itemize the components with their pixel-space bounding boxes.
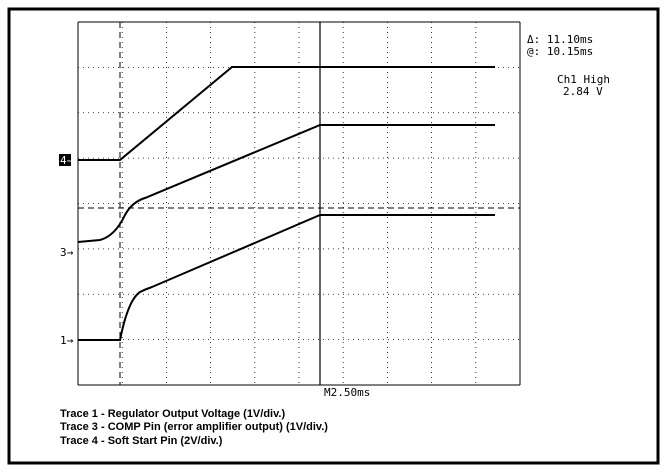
caption: Trace 4 - Soft Start Pin (2V/div.) <box>60 435 223 447</box>
channel-marker: 1→ <box>60 334 74 347</box>
readout-at: @: 10.15ms <box>527 45 593 58</box>
marker-box <box>59 154 71 166</box>
trace-4 <box>78 66 495 161</box>
graticule <box>77 21 521 386</box>
readout-delta: Δ: 11.10ms <box>527 33 593 46</box>
measure-name: Ch1 High <box>557 73 610 86</box>
channel-marker: 4→ <box>60 154 74 167</box>
channel-marker: 3→ <box>60 246 74 259</box>
trace-1 <box>78 214 495 341</box>
measure-value: 2.84 V <box>563 85 603 98</box>
caption: Trace 1 - Regulator Output Voltage (1V/d… <box>60 408 285 420</box>
caption: Trace 3 - COMP Pin (error amplifier outp… <box>60 421 328 433</box>
trace-3 <box>77 124 495 243</box>
frame <box>7 7 660 465</box>
timebase: M2.50ms <box>324 386 370 399</box>
